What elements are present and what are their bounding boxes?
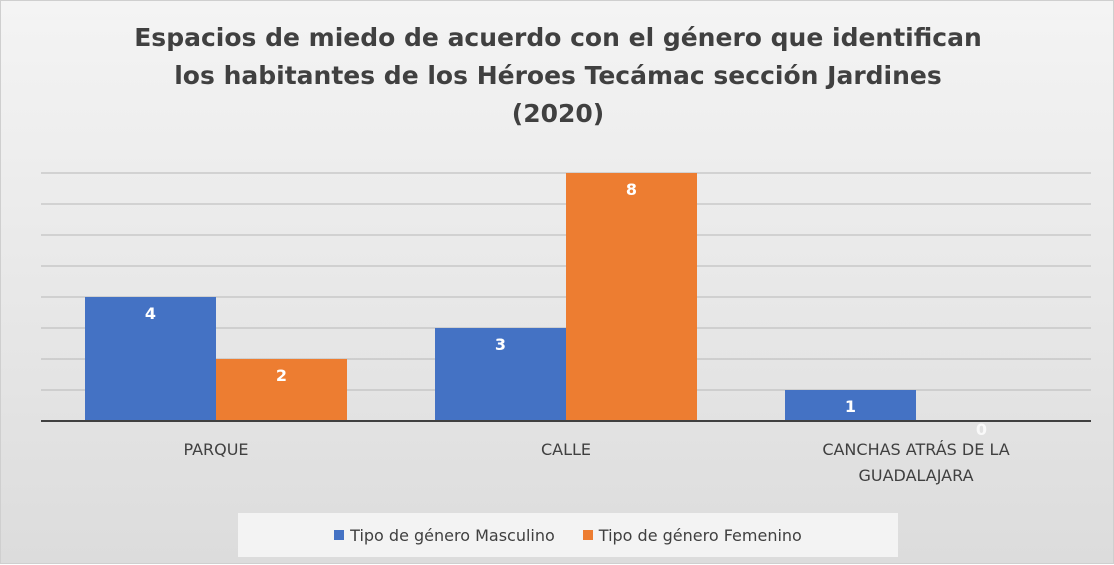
- data-label: 2: [275, 366, 288, 385]
- x-tick-label: CALLE: [540, 440, 592, 459]
- legend-label: Tipo de género Femenino: [598, 525, 802, 545]
- bar: [435, 328, 566, 421]
- legend-label: Tipo de género Masculino: [350, 525, 555, 545]
- data-label: 1: [844, 397, 857, 416]
- legend-item: Tipo de género Masculino: [334, 526, 555, 545]
- legend: Tipo de género Masculino Tipo de género F…: [238, 513, 898, 557]
- legend-swatch: [334, 530, 345, 540]
- legend-item: Tipo de género Femenino: [582, 525, 802, 545]
- bar: [216, 359, 347, 421]
- bar: [785, 390, 916, 421]
- bar: [566, 173, 697, 421]
- chart-title: Espacios de miedo de acuerdo con el géne…: [134, 23, 982, 128]
- data-label: 4: [144, 304, 157, 323]
- data-label: 0: [975, 420, 988, 439]
- bar: [85, 297, 216, 421]
- data-label: 8: [625, 180, 638, 199]
- data-label: 3: [494, 335, 507, 354]
- legend-swatch: [582, 530, 593, 540]
- x-tick-label: PARQUE: [183, 440, 249, 459]
- x-tick-label: CANCHAS ATRÁS DE LA GUADALAJARA: [822, 440, 1010, 485]
